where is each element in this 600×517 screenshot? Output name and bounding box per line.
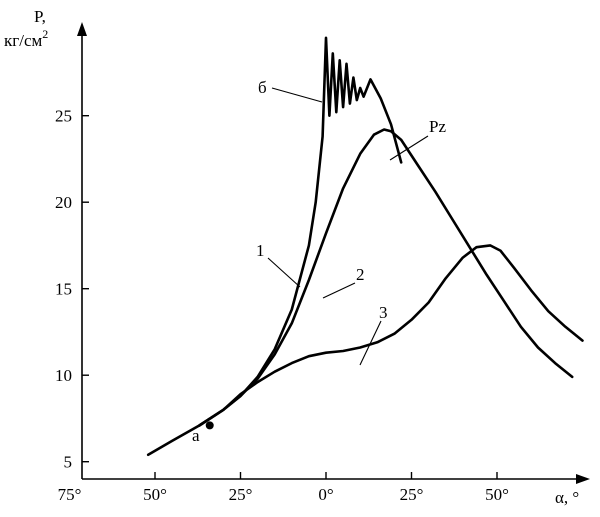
point-a-marker bbox=[205, 421, 214, 430]
y-tick-label: 5 bbox=[64, 453, 73, 472]
x-tick-label: 50° bbox=[143, 485, 167, 504]
curve-1-leader bbox=[267, 257, 301, 288]
y-axis-arrow bbox=[77, 22, 87, 36]
y-axis-title: P, bbox=[34, 7, 46, 26]
curve-3-leader bbox=[359, 320, 382, 366]
curve-2-leader bbox=[322, 282, 356, 299]
x-ticks: 75° 50° 25° 0° 25° 50° bbox=[58, 472, 509, 504]
b-leader bbox=[271, 87, 323, 103]
pz-label: Pz bbox=[429, 117, 446, 136]
x-tick-label: 75° bbox=[58, 485, 82, 504]
axes bbox=[77, 22, 590, 484]
x-tick-label: 25° bbox=[400, 485, 424, 504]
x-axis-title: α, ° bbox=[555, 488, 579, 507]
x-tick-label: 25° bbox=[229, 485, 253, 504]
y-tick-label: 25 bbox=[55, 107, 72, 126]
leaders bbox=[267, 87, 429, 366]
y-tick-label: 10 bbox=[55, 366, 72, 385]
y-axis-unit-base: кг/см bbox=[4, 31, 43, 50]
curve-3 bbox=[198, 244, 584, 427]
b-label: б bbox=[258, 78, 267, 97]
curve-1 bbox=[146, 36, 403, 457]
y-axis-unit-sup: 2 bbox=[42, 27, 48, 41]
curve-3-label: 3 bbox=[379, 303, 388, 322]
curve-1-label: 1 bbox=[256, 241, 265, 260]
point-a-label: а bbox=[192, 426, 200, 445]
curve-2 bbox=[198, 128, 574, 427]
y-ticks: 5 10 15 20 25 bbox=[55, 107, 89, 472]
y-tick-label: 15 bbox=[55, 280, 72, 299]
curve-2-label: 2 bbox=[356, 265, 365, 284]
x-axis-arrow bbox=[576, 474, 590, 484]
y-tick-label: 20 bbox=[55, 193, 72, 212]
x-tick-label: 0° bbox=[318, 485, 333, 504]
y-axis-unit: кг/см2 bbox=[4, 27, 48, 50]
pz-leader bbox=[389, 135, 429, 161]
x-tick-label: 50° bbox=[485, 485, 509, 504]
curves bbox=[146, 36, 584, 457]
